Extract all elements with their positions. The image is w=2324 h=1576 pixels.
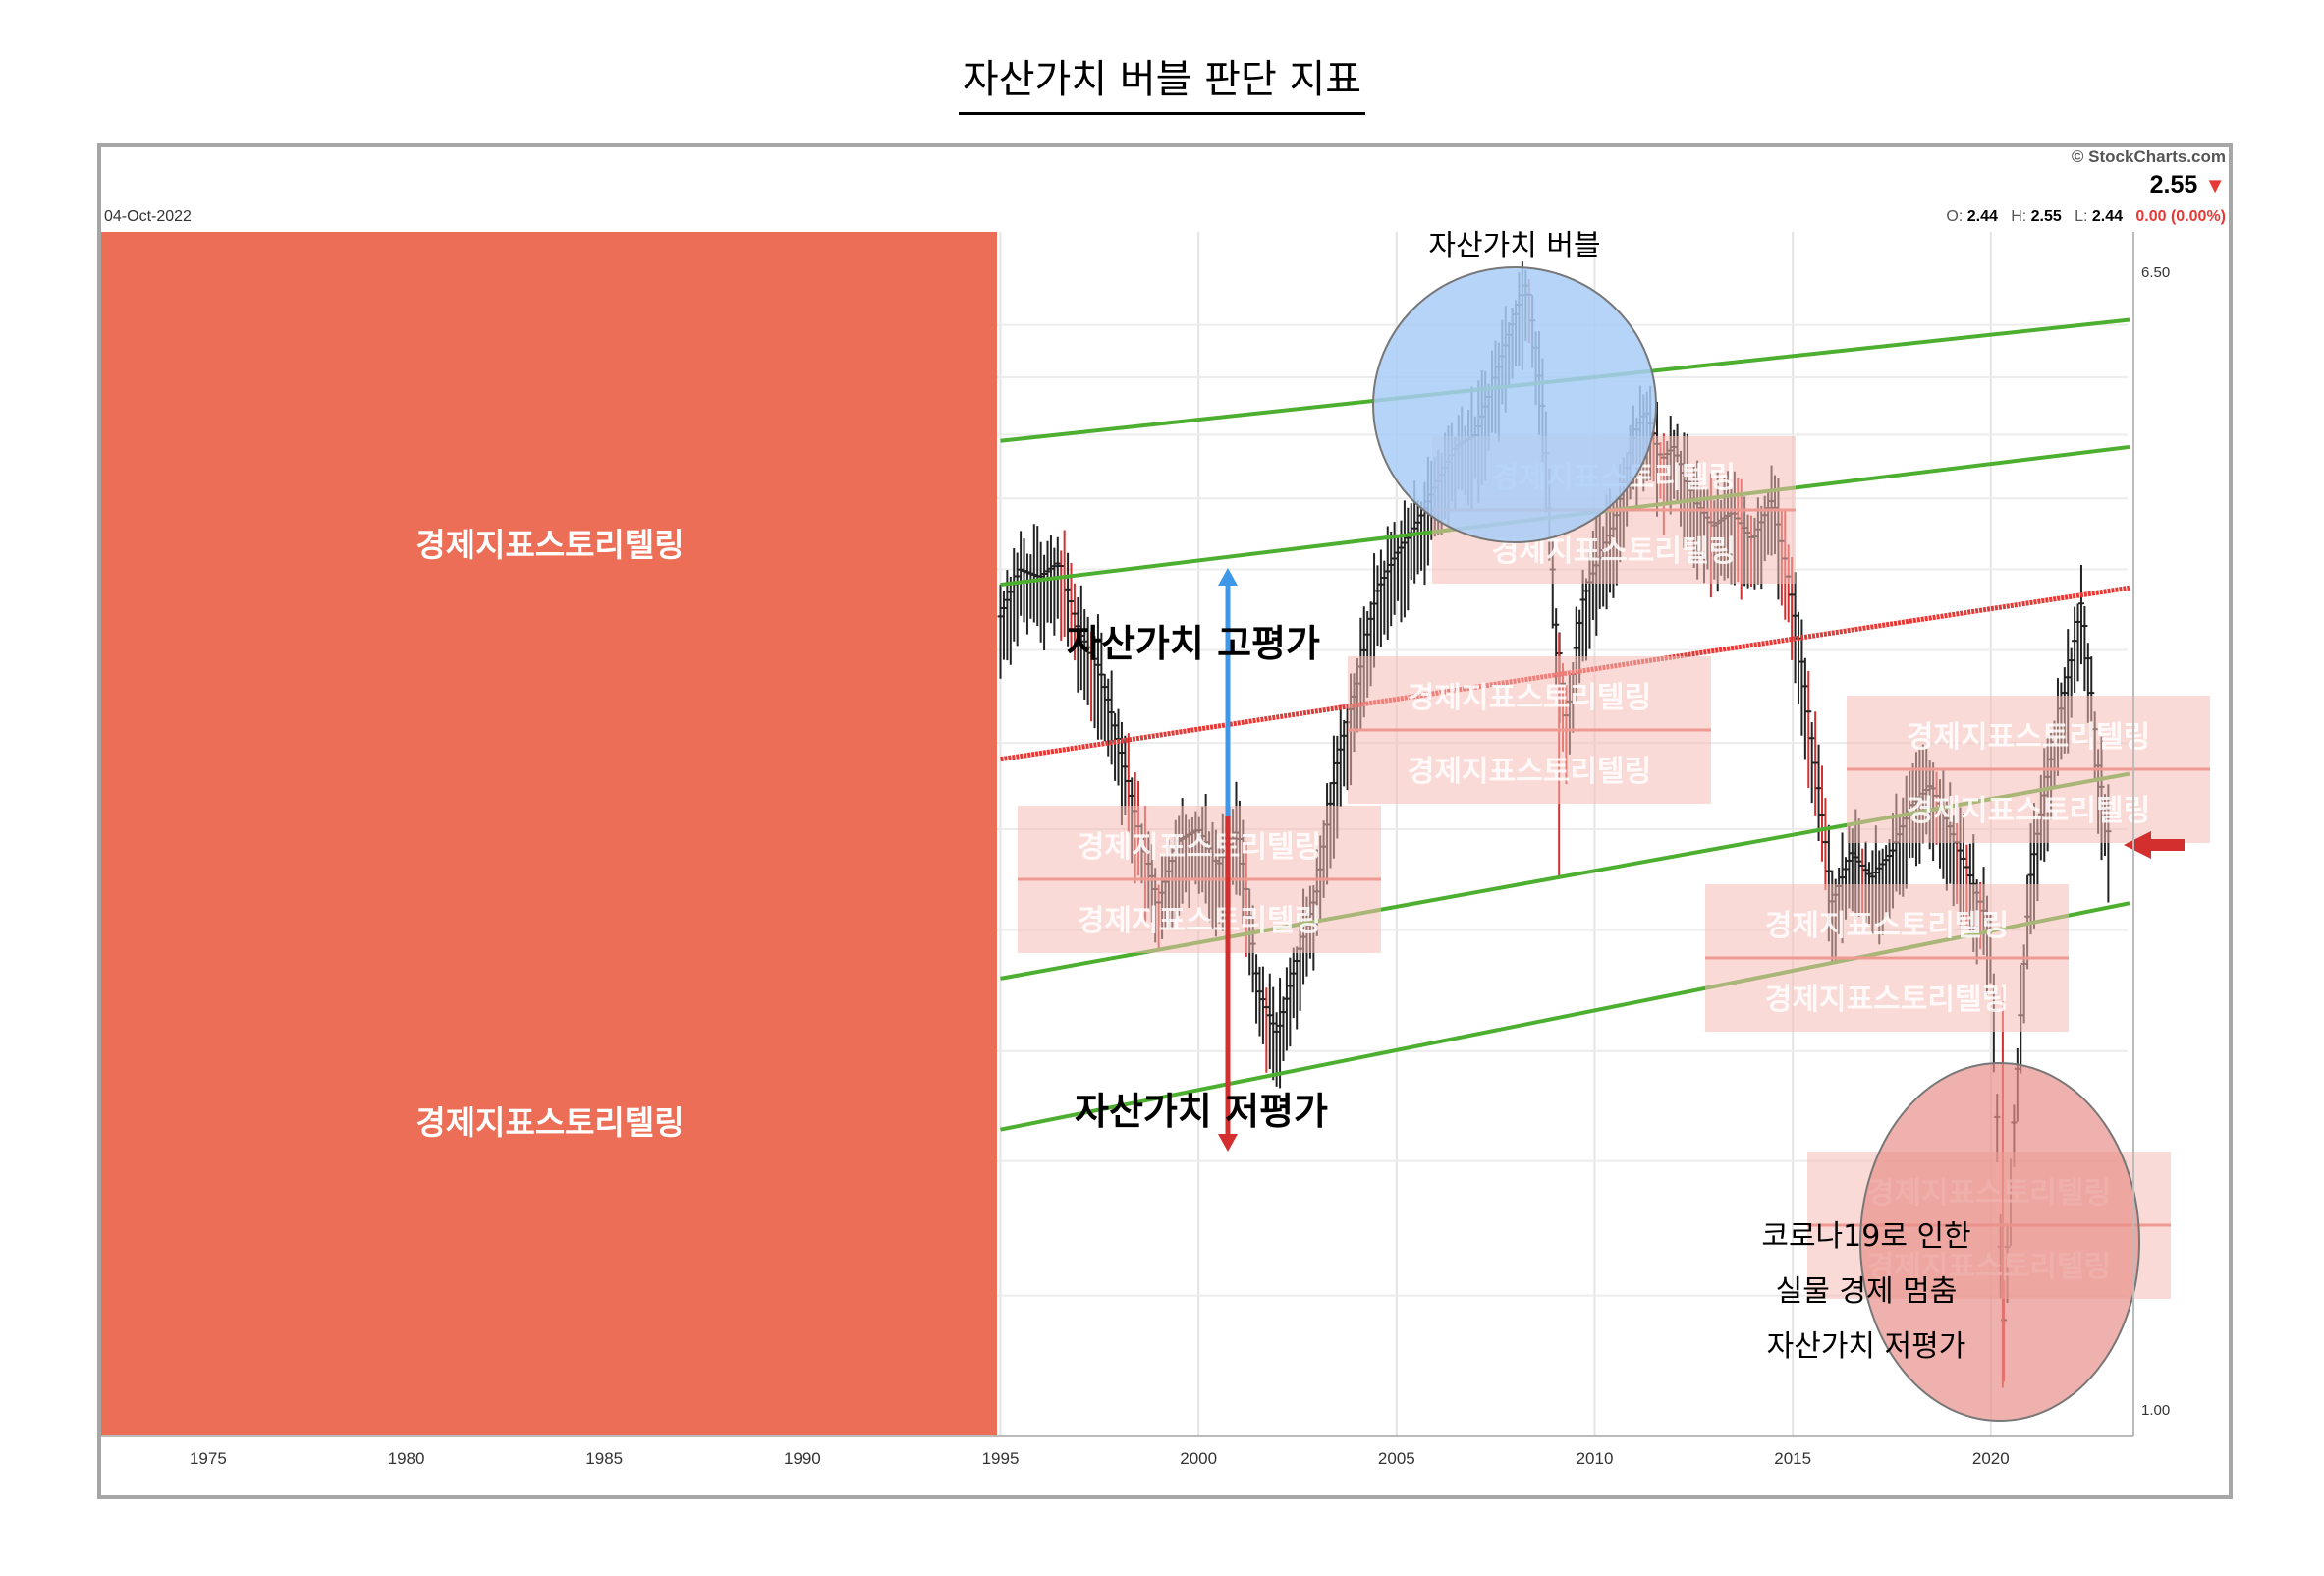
x-tick-label: 2005	[1378, 1449, 1415, 1468]
covid-label-line: 실물 경제 멈춤	[1776, 1274, 1958, 1309]
x-tick-label: 2020	[1972, 1449, 2010, 1468]
x-tick-label: 1990	[784, 1449, 821, 1468]
low-value: 2.44	[2091, 208, 2124, 225]
current-price-arrow-icon	[2124, 831, 2185, 859]
x-tick-label: 1980	[388, 1449, 425, 1468]
watermark-text: 경제지표스토리텔링	[1078, 904, 1321, 938]
x-tick-label: 1985	[585, 1449, 623, 1468]
bubble-label: 자산가치 버블	[1428, 229, 1600, 263]
axis-labels: 1975 1980 1985 1990 1995 2000 2005 2010 2015 2020…	[101, 232, 2170, 1468]
watermark-text: 경제지표스토리텔링	[1907, 720, 2150, 755]
x-tick-label: 2010	[1577, 1449, 1614, 1468]
watermark-text: 경제지표스토리텔링	[1408, 755, 1651, 789]
covid-label-line: 코로나19로 인한	[1761, 1219, 1970, 1254]
last-price-value: 2.55	[2149, 171, 2198, 198]
ohlc-readout: O: 2.44 H: 2.55 L: 2.44 0.00 (0.00%)	[1946, 208, 2226, 225]
covid-label-line: 자산가치 저평가	[1767, 1329, 1966, 1364]
watermark-text: 경제지표스토리텔링	[1078, 830, 1321, 865]
watermark-text: 경제지표스토리텔링	[1907, 794, 2150, 828]
overlays: 경제지표스토리텔링경제지표스토리텔링경제지표스토리텔링경제지표스토리텔링경제지표…	[101, 232, 2210, 1436]
page-title: 자산가치 버블 판단 지표	[0, 47, 2324, 115]
high-value: 2.55	[2030, 208, 2062, 225]
open-value: 2.44	[1966, 208, 1998, 225]
chart-date: 04-Oct-2022	[104, 208, 192, 225]
arrow-down-icon	[1218, 1134, 1238, 1152]
undervalued-label: 자산가치 저평가	[1075, 1090, 1328, 1133]
down-triangle-icon: ▼	[2204, 173, 2226, 197]
y-tick-label: 1.00	[2141, 1402, 2170, 1419]
cover-watermark-bottom: 경제지표스토리텔링	[415, 1103, 684, 1142]
watermark-text: 경제지표스토리텔링	[1765, 909, 2009, 943]
overvalued-label: 자산가치 고평가	[1067, 622, 1320, 665]
watermark-text: 경제지표스토리텔링	[1408, 681, 1651, 715]
cover-watermark-top: 경제지표스토리텔링	[415, 526, 684, 564]
cover-block	[101, 232, 997, 1436]
watermark-text: 경제지표스토리텔링	[1765, 983, 2009, 1017]
x-tick-label: 2015	[1774, 1449, 1811, 1468]
x-tick-label: 2000	[1180, 1449, 1217, 1468]
last-price: 2.55 ▼	[2150, 171, 2226, 199]
arrow-up-icon	[1218, 568, 1238, 586]
change-value: 0.00 (0.00%)	[2135, 208, 2226, 225]
x-tick-label: 1995	[982, 1449, 1020, 1468]
copyright-label: © StockCharts.com	[2071, 147, 2226, 166]
bubble-circle	[1372, 266, 1657, 543]
covid-circle	[1859, 1062, 2140, 1422]
y-tick-label: 6.50	[2141, 264, 2170, 281]
x-tick-label: 1975	[190, 1449, 227, 1468]
